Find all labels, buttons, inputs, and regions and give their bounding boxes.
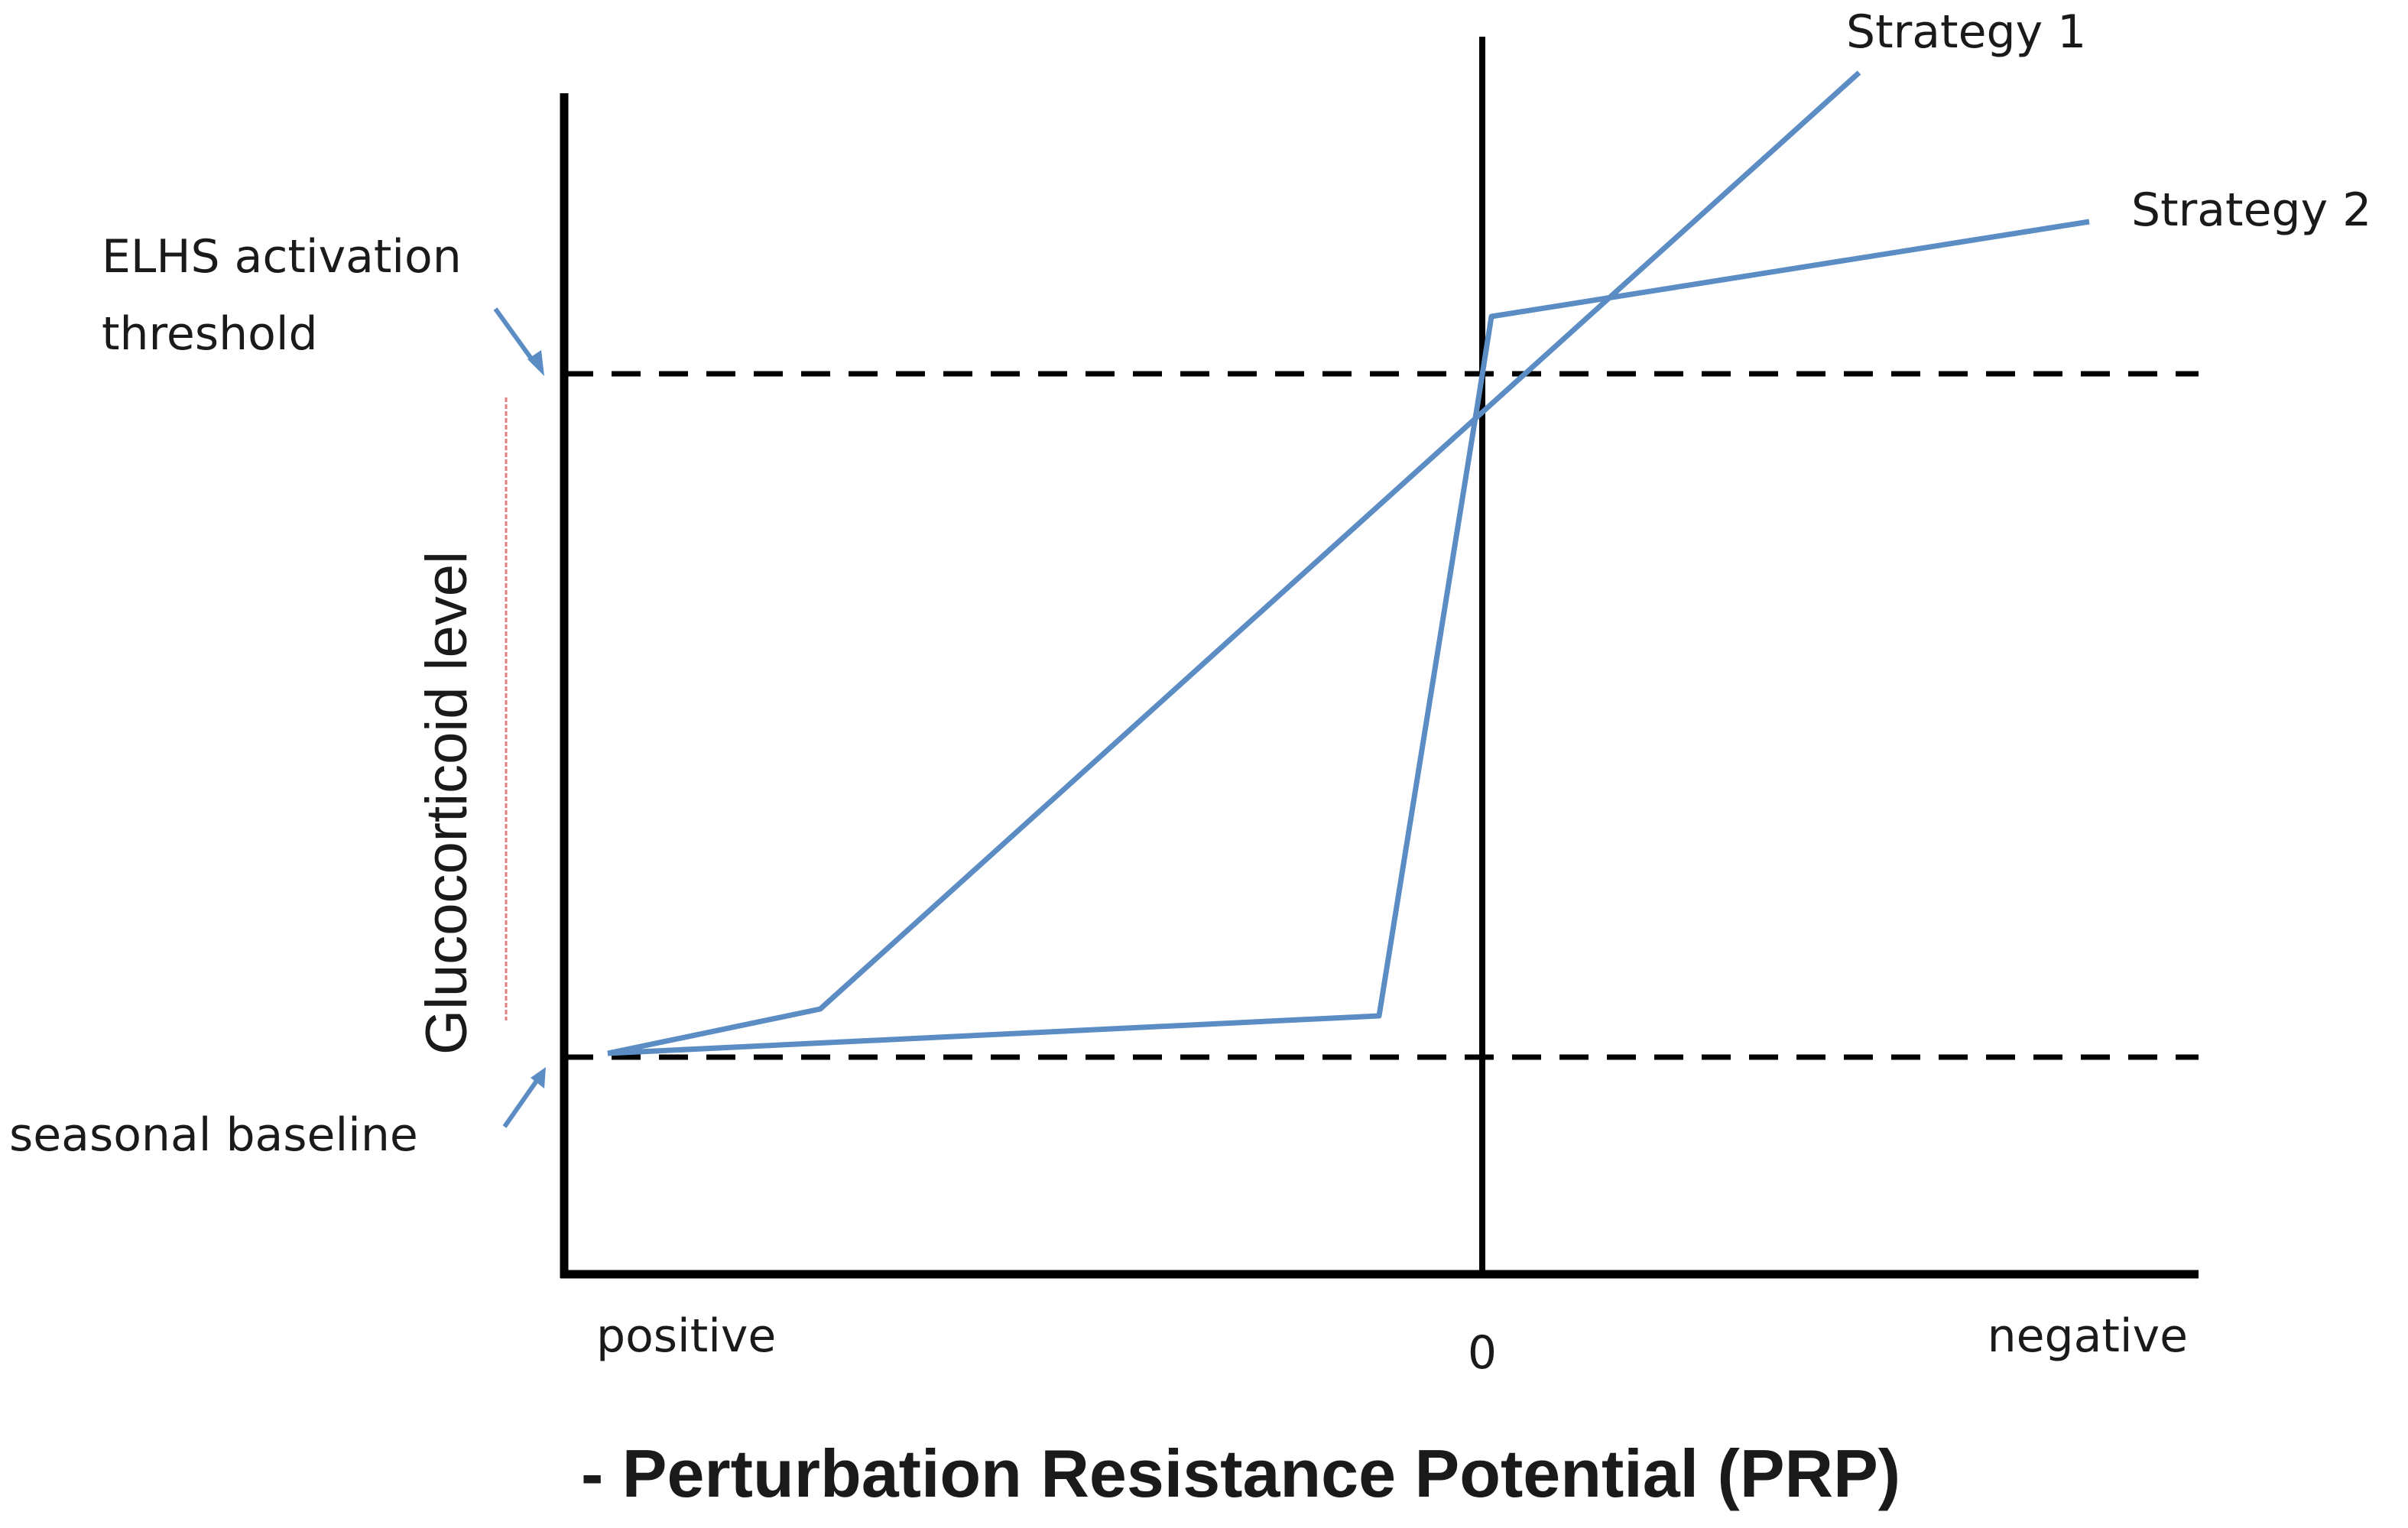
threshold-label-line2: threshold (102, 307, 318, 361)
strategy-1-label: Strategy 1 (1846, 5, 2086, 59)
baseline-arrow-icon (502, 1067, 546, 1128)
x-axis-label: - Perturbation Resistance Potential (PRP… (581, 1436, 1900, 1511)
threshold-label-line1: ELHS activation (102, 230, 462, 284)
x-tick-negative: negative (1988, 1309, 2188, 1363)
baseline-label: seasonal baseline (9, 1108, 418, 1162)
strategy-1-curve (607, 70, 1861, 1056)
x-tick-positive: positive (596, 1309, 776, 1363)
y-axis-label: Glucocorticoid level (414, 551, 479, 1055)
strategy-2-curve (607, 219, 2090, 1056)
strategy-2-label: Strategy 2 (2131, 183, 2371, 237)
x-tick-zero: 0 (1468, 1326, 1497, 1380)
threshold-arrow-icon (493, 307, 544, 376)
